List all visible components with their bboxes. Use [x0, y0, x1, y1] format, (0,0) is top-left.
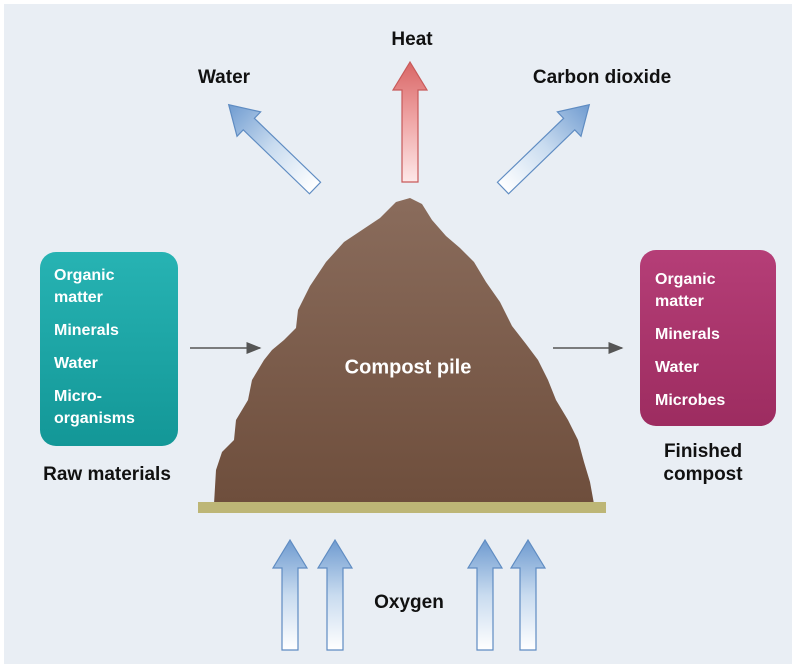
- water-label: Water: [198, 67, 251, 88]
- box-item-line: Organic: [54, 267, 115, 284]
- pile-label: Compost pile: [345, 356, 472, 378]
- box-item-line: matter: [54, 289, 103, 306]
- box-item-line: Water: [655, 359, 699, 376]
- box-item-line: organisms: [54, 410, 135, 427]
- box-item-line: Microbes: [655, 392, 725, 409]
- page: {"outputs": {"heat": "Heat", "water": "W…: [0, 0, 796, 668]
- raw-materials-caption: Raw materials: [43, 464, 171, 485]
- box-item-line: Micro-: [54, 388, 102, 405]
- box-item-line: matter: [655, 293, 704, 310]
- heat-label: Heat: [391, 29, 433, 50]
- carbon-dioxide-label: Carbon dioxide: [533, 67, 671, 88]
- box-item-line: Minerals: [54, 322, 119, 339]
- finished-caption-line: compost: [663, 464, 743, 485]
- oxygen-label: Oxygen: [374, 592, 444, 613]
- pile-base: [198, 502, 606, 513]
- box-item-line: Organic: [655, 271, 716, 288]
- diagram: Heat Water Carbon dioxide Compost pile O…: [0, 0, 796, 668]
- box-item-line: Minerals: [655, 326, 720, 343]
- box-item-line: Water: [54, 355, 98, 372]
- finished-caption-line: Finished: [664, 441, 742, 462]
